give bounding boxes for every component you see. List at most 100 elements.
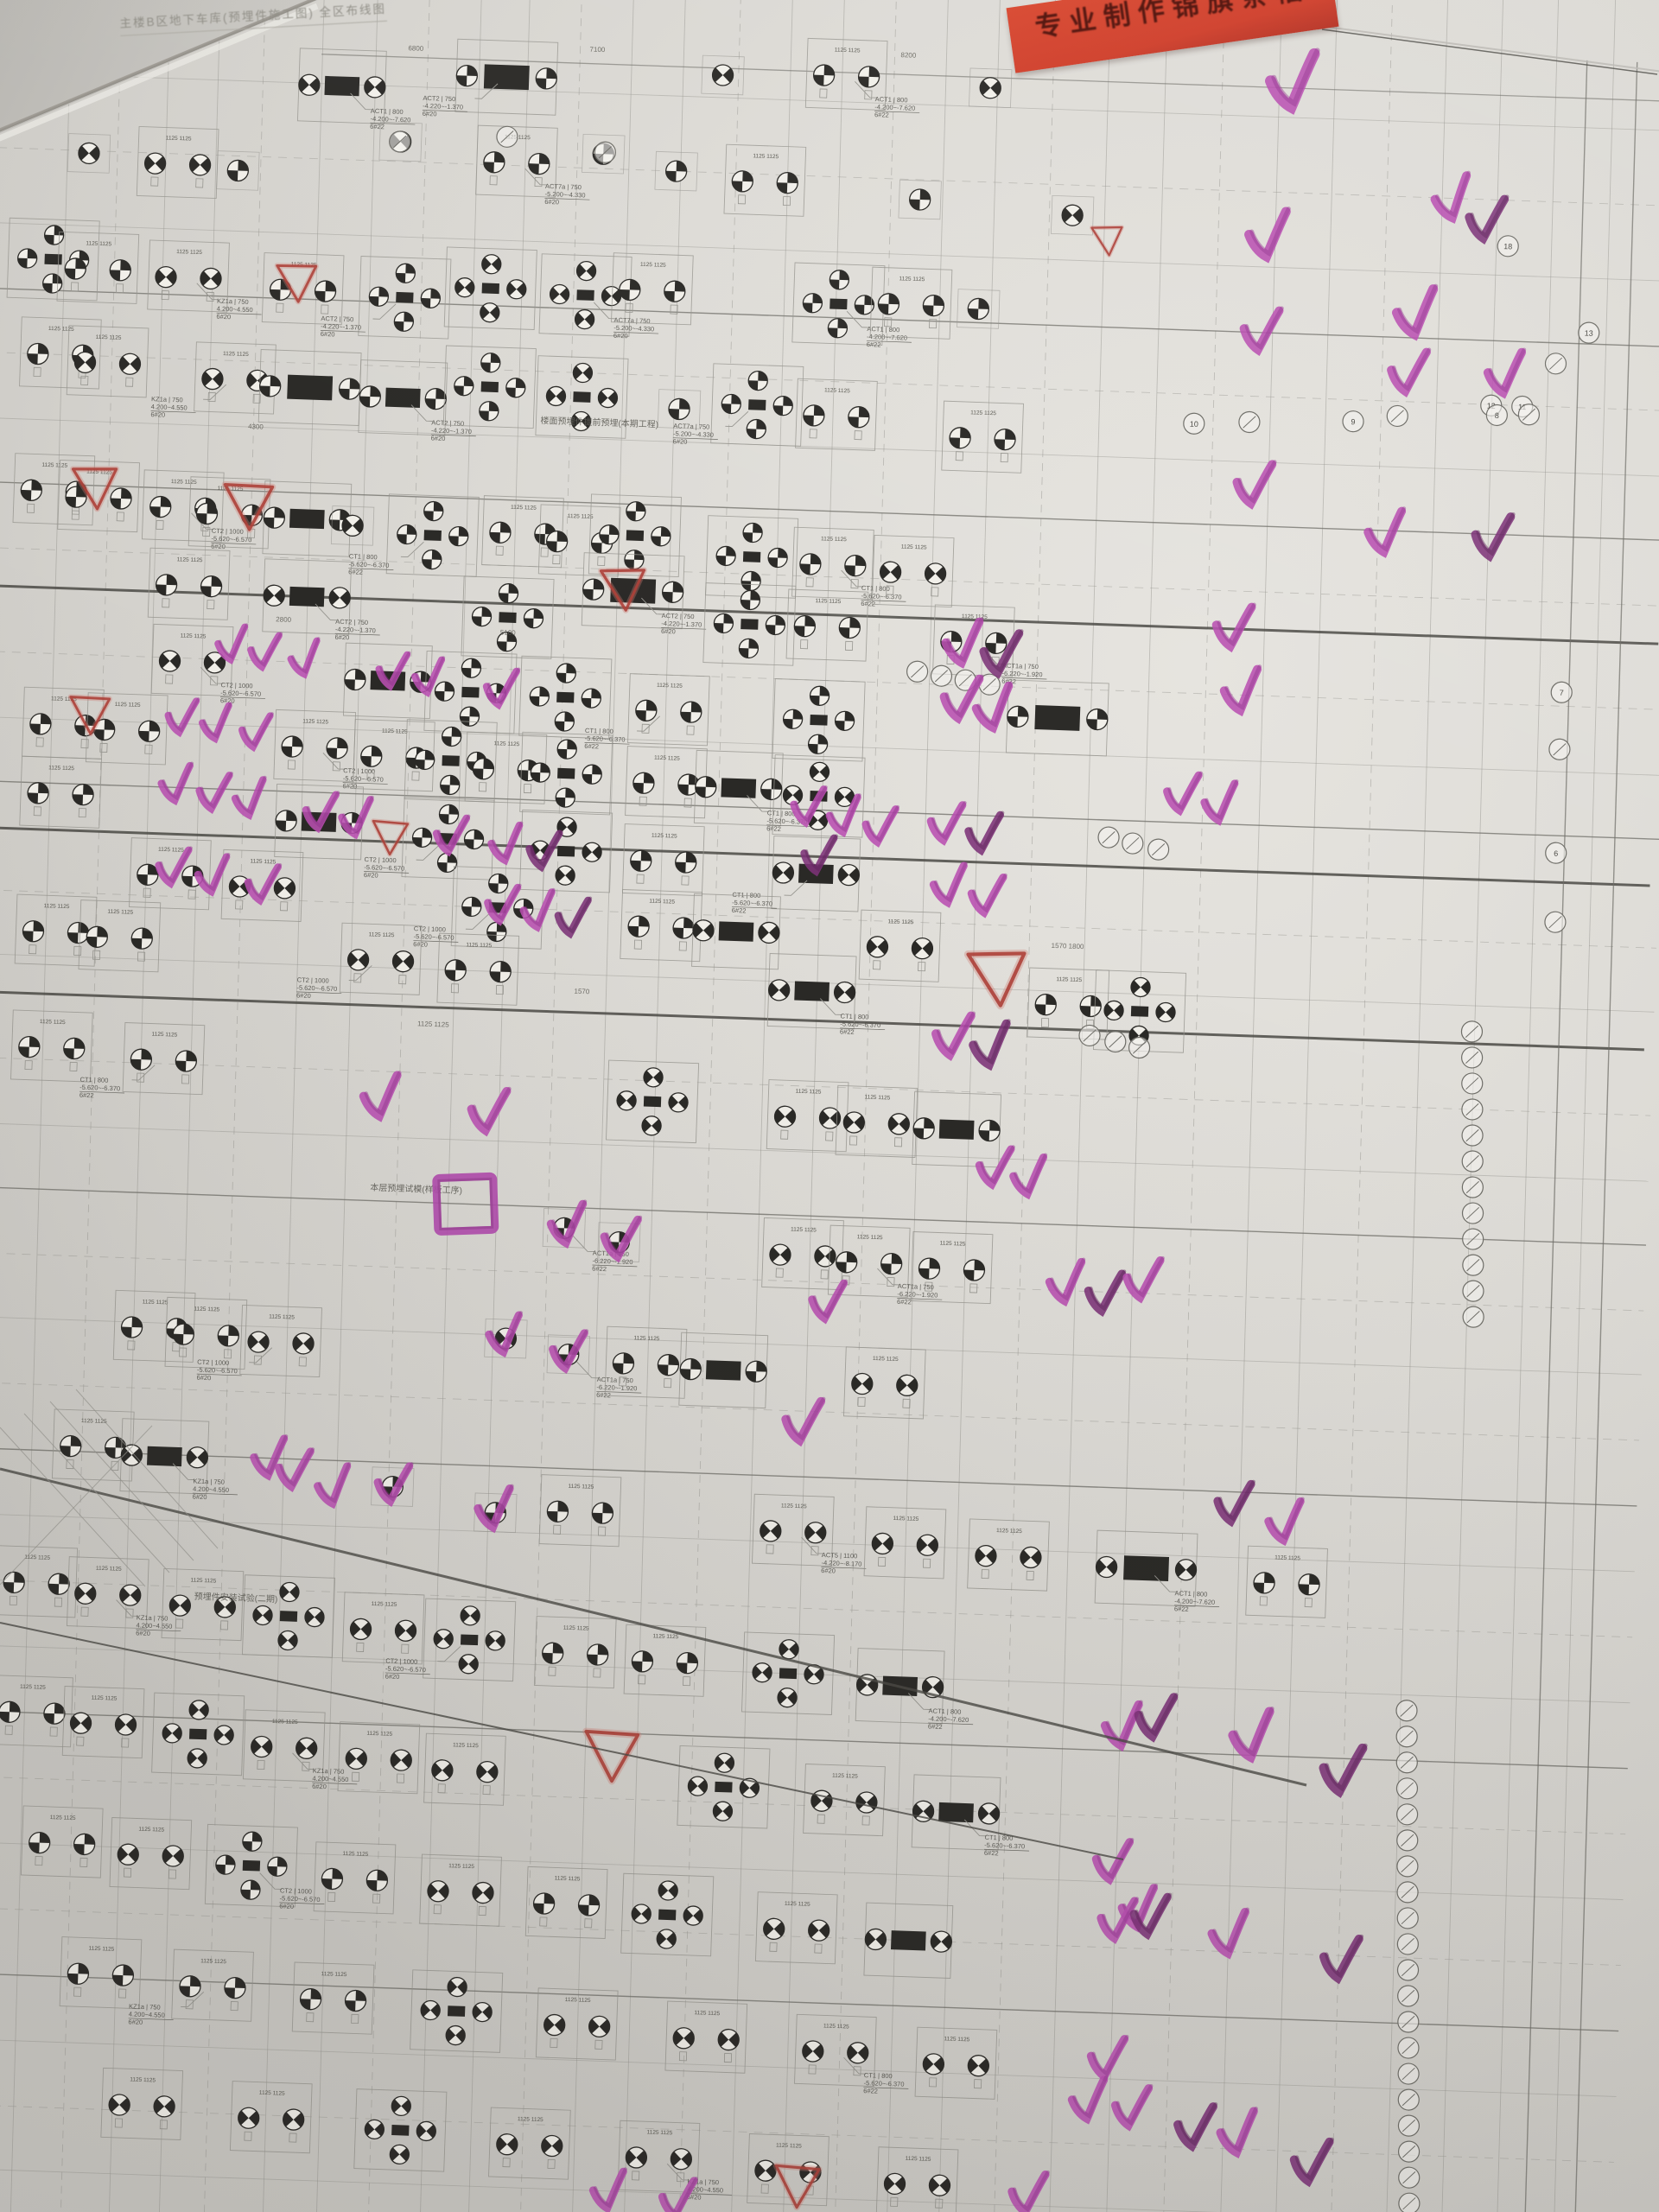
quadrant-fill — [830, 279, 840, 289]
micro-label-text: 6#20 — [220, 696, 235, 705]
quadrant-fill — [79, 251, 89, 261]
tick-mark — [332, 761, 340, 772]
quadrant-target-symbol — [296, 1737, 318, 1759]
quadrant-fill — [799, 563, 810, 575]
dim-text: 1125 1125 — [158, 847, 184, 854]
quadrant-fill — [753, 1665, 763, 1680]
quadrant-fill — [540, 763, 550, 773]
check-mark-second-pass — [1217, 602, 1256, 647]
red-triangle-mark — [70, 466, 120, 512]
quadrant-target-symbol — [829, 270, 850, 290]
quadrant-fill — [693, 923, 704, 938]
cluster-outline-box — [220, 849, 304, 922]
quadrant-fill — [315, 290, 326, 302]
cluster-outline-box — [941, 400, 1024, 474]
embed-part-cluster — [701, 54, 745, 96]
quadrant-target-symbol — [854, 295, 875, 315]
embed-part-cluster: 1125 1125 — [910, 1231, 994, 1305]
embed-part-cluster — [1050, 194, 1095, 236]
label-leader-line — [846, 310, 869, 328]
micro-label-text: ACT7a | 750 — [613, 316, 650, 325]
quadrant-fill — [112, 1974, 124, 1986]
quadrant-fill — [877, 939, 888, 955]
quadrant-target-symbol — [747, 370, 768, 391]
handnote-text: 预埋件安装试验(二期) — [194, 1591, 278, 1605]
quadrant-target-symbol — [808, 1919, 830, 1942]
quadrant-target-symbol — [963, 1259, 986, 1281]
quadrant-fill — [489, 531, 500, 543]
quadrant-fill — [444, 682, 454, 692]
cluster-outline-box — [337, 1721, 421, 1795]
grid-line-horizontal — [0, 417, 1659, 478]
quadrant-fill — [703, 923, 714, 938]
check-mark — [250, 1434, 289, 1481]
quadrant-fill — [856, 1677, 868, 1693]
embed-plate-rect — [385, 387, 421, 408]
quadrant-fill — [434, 1631, 444, 1646]
tick-mark — [156, 519, 164, 531]
quadrant-fill — [43, 1713, 54, 1725]
embed-part-cluster: 1125 1125 — [164, 1296, 248, 1370]
quadrant-target-symbol — [545, 530, 569, 553]
label-leader-line — [203, 384, 227, 400]
embed-part-cluster: 1125 1125 — [754, 1891, 838, 1965]
dim-text: 1125 1125 — [823, 2023, 849, 2030]
quadrant-fill — [645, 700, 657, 711]
embed-plate-rect — [391, 2125, 410, 2136]
micro-label-text: 6#20 — [613, 332, 628, 340]
embed-part-cluster: 1125 1125 — [56, 231, 140, 304]
embed-plate-rect — [741, 619, 759, 630]
check-mark — [971, 681, 1014, 734]
quadrant-fill — [67, 932, 79, 944]
tick-mark — [327, 1891, 336, 1902]
quadrant-fill — [458, 526, 468, 537]
tick-mark — [681, 875, 690, 886]
label-leader-line — [416, 844, 440, 861]
check-mark-second-pass — [242, 712, 274, 747]
label-rule — [596, 1390, 642, 1394]
quadrant-fill — [149, 721, 160, 732]
quadrant-target-symbol — [42, 273, 63, 294]
check-mark — [1129, 1892, 1173, 1941]
grid-line-vertical — [467, 0, 533, 2212]
quadrant-fill — [274, 507, 285, 518]
embed-part-cluster — [705, 515, 799, 599]
embed-part-cluster: 1125 1125 — [1245, 1545, 1328, 1618]
cluster-outline-box — [313, 1841, 397, 1915]
dim-text: 1125 1125 — [996, 1528, 1022, 1535]
quadrant-target-symbol — [279, 1581, 300, 1603]
grid-bubble-slash — [1522, 408, 1536, 421]
quadrant-target-symbol — [201, 367, 224, 391]
grid-bubble-number: 13 — [1585, 328, 1593, 337]
grid-bubble-slash — [1402, 2197, 1416, 2210]
quadrant-fill — [844, 790, 855, 804]
quadrant-target-symbol — [65, 486, 87, 508]
dimension-text: 4300 — [248, 423, 264, 431]
grid-bubble-number: 18 — [1503, 242, 1512, 251]
grid-bubble — [389, 130, 411, 153]
label-rule — [874, 111, 920, 113]
quadrant-fill — [564, 712, 575, 722]
dim-text: 1125 1125 — [448, 1863, 474, 1870]
red-triangle-mark — [772, 2162, 823, 2211]
quadrant-fill — [760, 789, 772, 800]
dim-text: 1125 1125 — [190, 1578, 216, 1585]
grid-line-horizontal — [0, 1185, 1646, 1246]
label-rule — [544, 198, 590, 200]
check-mark-stroke — [287, 637, 321, 679]
cluster-outline-box — [754, 1891, 838, 1965]
dim-text: 1125 1125 — [166, 136, 192, 143]
quadrant-fill — [591, 542, 602, 554]
quadrant-fill — [461, 667, 472, 678]
tick-mark — [114, 2118, 124, 2128]
micro-label-text: -5.620~-6.370 — [863, 2079, 904, 2088]
quadrant-target-symbol — [837, 863, 860, 887]
quadrant-target-symbol — [438, 804, 460, 825]
tick-mark — [29, 944, 37, 955]
dim-text: 1125 1125 — [796, 1089, 822, 1096]
quadrant-fill — [471, 658, 481, 669]
quadrant-fill — [104, 719, 115, 730]
quadrant-target-symbol — [738, 638, 760, 659]
